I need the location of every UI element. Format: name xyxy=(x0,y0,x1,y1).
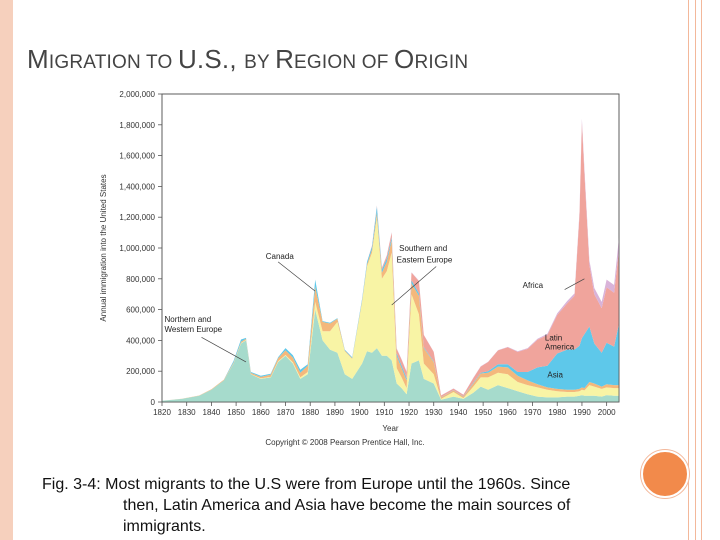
accent-circle xyxy=(641,450,689,498)
copyright-text: Copyright © 2008 Pearson Prentice Hall, … xyxy=(265,438,424,447)
x-tick-label: 2000 xyxy=(598,408,616,417)
slide-right-frame xyxy=(688,0,720,540)
slide-title: MIGRATION TO U.S., BY REGION OF ORIGIN xyxy=(27,44,469,74)
caption-line: immigrants. xyxy=(123,518,206,535)
area-series-asia xyxy=(162,206,619,401)
immigration-stacked-area-chart: 0 200,000 400,000 600,000 800,000 1,000,000 1,… xyxy=(99,90,620,447)
y-tick-label: 1,000,000 xyxy=(119,244,155,253)
figure-caption: Fig. 3-4: Most migrants to the U.S were … xyxy=(42,474,642,537)
y-axis-label: Annual immigration into the United State… xyxy=(99,174,108,321)
chart-annotation: Western Europe xyxy=(164,325,222,334)
y-tick-label: 600,000 xyxy=(126,306,155,315)
chart-annotation: Canada xyxy=(266,252,295,261)
chart-annotation: Southern and xyxy=(399,244,447,253)
y-tick-label: 2,000,000 xyxy=(119,90,155,99)
annotation-leader-line xyxy=(201,337,247,363)
chart-annotation: Eastern Europe xyxy=(397,256,453,265)
x-tick-label: 1880 xyxy=(301,408,319,417)
y-tick-label: 200,000 xyxy=(126,367,155,376)
x-tick-label: 1920 xyxy=(400,408,418,417)
y-tick-label: 400,000 xyxy=(126,336,155,345)
x-tick-label: 1940 xyxy=(450,408,468,417)
area-series-northern-and-western-europe xyxy=(162,309,619,402)
chart-annotation: Africa xyxy=(523,281,544,290)
annotation-leader-line xyxy=(277,261,316,292)
area-series-southern-and-eastern-europe xyxy=(162,217,619,401)
frame-line xyxy=(695,0,696,540)
x-tick-label: 1820 xyxy=(153,408,171,417)
area-series-canada xyxy=(162,212,619,401)
x-tick-label: 1860 xyxy=(252,408,270,417)
chart-annotation: Latin xyxy=(545,333,562,342)
caption-line: then, Latin America and Asia have become… xyxy=(123,497,571,514)
x-axis-label: Year xyxy=(382,424,399,433)
x-tick-label: 1990 xyxy=(573,408,591,417)
y-tick-label: 1,600,000 xyxy=(119,152,155,161)
x-tick-label: 1930 xyxy=(425,408,443,417)
annotation-leader-line xyxy=(391,266,437,306)
y-tick-label: 0 xyxy=(151,398,156,407)
y-tick-label: 1,800,000 xyxy=(119,121,155,130)
y-tick-label: 1,200,000 xyxy=(119,213,155,222)
slide-left-border xyxy=(0,0,13,540)
x-tick-label: 1900 xyxy=(351,408,369,417)
x-tick-label: 1830 xyxy=(178,408,196,417)
x-tick-label: 1850 xyxy=(227,408,245,417)
x-tick-label: 1950 xyxy=(474,408,492,417)
y-tick-label: 800,000 xyxy=(126,275,155,284)
chart-annotation: Northern and xyxy=(164,315,211,324)
annotation-leader-line xyxy=(564,278,585,290)
x-tick-label: 1980 xyxy=(548,408,566,417)
chart-annotation: America xyxy=(545,343,575,352)
x-tick-label: 1910 xyxy=(375,408,393,417)
x-tick-label: 1890 xyxy=(326,408,344,417)
x-tick-label: 1960 xyxy=(499,408,517,417)
frame-line xyxy=(701,0,702,540)
x-tick-label: 1840 xyxy=(203,408,221,417)
x-tick-label: 1870 xyxy=(277,408,295,417)
chart-annotation: Asia xyxy=(547,370,563,379)
caption-line: Fig. 3-4: Most migrants to the U.S were … xyxy=(42,476,571,493)
x-tick-label: 1970 xyxy=(524,408,542,417)
y-tick-label: 1,400,000 xyxy=(119,182,155,191)
